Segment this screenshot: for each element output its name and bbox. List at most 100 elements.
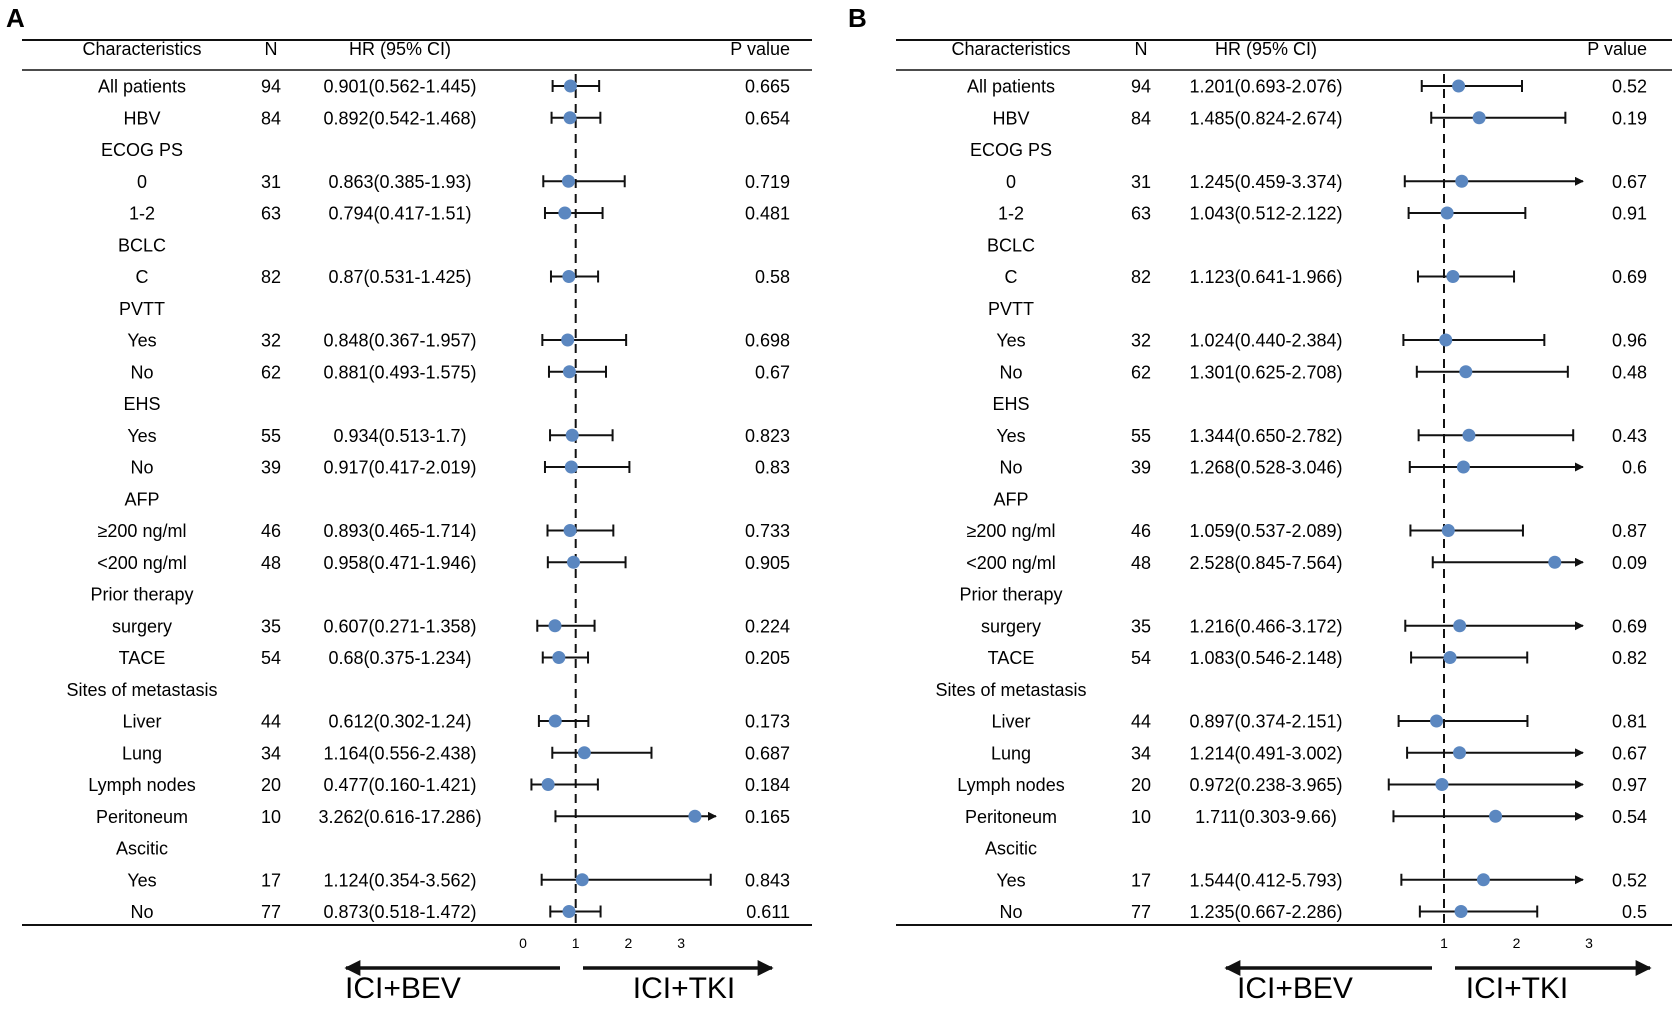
x-tick-label: 1 [1440, 935, 1448, 951]
row-p-value: 0.81 [1612, 712, 1647, 732]
hr-point [1440, 206, 1454, 220]
hr-point [563, 79, 577, 93]
row-p-value: 0.58 [755, 267, 790, 287]
subgroup-header: Sites of metastasis [935, 680, 1086, 700]
column-header-characteristics: Characteristics [82, 39, 201, 59]
row-label: No [999, 458, 1022, 478]
column-header-p-value: P value [1587, 39, 1647, 59]
row-label: TACE [119, 648, 166, 668]
row-hr-ci: 0.863(0.385-1.93) [328, 172, 471, 192]
x-tick-label: 2 [625, 935, 633, 951]
column-header-hr: HR (95% CI) [1215, 39, 1317, 59]
row-hr-ci: 0.607(0.271-1.358) [323, 616, 476, 636]
row-p-value: 0.184 [745, 775, 790, 795]
row-n: 54 [1131, 648, 1151, 668]
row-n: 77 [261, 902, 281, 922]
row-hr-ci: 1.344(0.650-2.782) [1189, 426, 1342, 446]
row-hr-ci: 0.901(0.562-1.445) [323, 77, 476, 97]
row-hr-ci: 0.934(0.513-1.7) [333, 426, 466, 446]
row-label: 0 [137, 172, 147, 192]
row-p-value: 0.67 [1612, 743, 1647, 763]
row-p-value: 0.09 [1612, 553, 1647, 573]
row-hr-ci: 1.164(0.556-2.438) [323, 743, 476, 763]
subgroup-header: AFP [124, 489, 159, 509]
hr-point [1548, 555, 1562, 569]
row-label: Lung [122, 743, 162, 763]
forest-panel-b: B Characteristics N HR (95% CI) P value All p… [848, 3, 1672, 1005]
row-label: All patients [98, 77, 186, 97]
hr-point [561, 174, 575, 188]
row-n: 55 [1131, 426, 1151, 446]
row-label: Lymph nodes [957, 775, 1064, 795]
row-n: 55 [261, 426, 281, 446]
row-hr-ci: 0.477(0.160-1.421) [323, 775, 476, 795]
row-hr-ci: 0.87(0.531-1.425) [328, 267, 471, 287]
hr-point [1446, 270, 1460, 283]
hr-point [564, 460, 578, 474]
row-label: Yes [127, 870, 156, 890]
row-p-value: 0.48 [1612, 362, 1647, 382]
hr-point [561, 333, 575, 347]
row-label: Yes [127, 426, 156, 446]
row-hr-ci: 1.201(0.693-2.076) [1189, 77, 1342, 97]
direction-label-left: ICI+BEV [1237, 972, 1353, 1005]
row-hr-ci: 0.917(0.417-2.019) [323, 458, 476, 478]
row-hr-ci: 1.124(0.354-3.562) [323, 870, 476, 890]
row-n: 31 [1131, 172, 1151, 192]
subgroup-header: PVTT [988, 299, 1034, 319]
row-n: 46 [1131, 521, 1151, 541]
row-hr-ci: 0.881(0.493-1.575) [323, 362, 476, 382]
row-p-value: 0.224 [745, 616, 790, 636]
panel-label: A [6, 3, 25, 33]
hr-point [1476, 873, 1490, 887]
hr-point [1462, 428, 1476, 442]
hr-point [1455, 174, 1469, 188]
row-n: 84 [1131, 108, 1151, 128]
row-p-value: 0.719 [745, 172, 790, 192]
row-p-value: 0.665 [745, 77, 790, 97]
row-p-value: 0.69 [1612, 616, 1647, 636]
column-header-n: N [265, 39, 278, 59]
hr-point [1472, 111, 1486, 125]
row-n: 20 [261, 775, 281, 795]
row-p-value: 0.205 [745, 648, 790, 668]
hr-point [558, 206, 572, 220]
row-hr-ci: 0.68(0.375-1.234) [328, 648, 471, 668]
row-p-value: 0.83 [755, 458, 790, 478]
row-p-value: 0.905 [745, 553, 790, 573]
subgroup-header: EHS [123, 394, 160, 414]
subgroup-header: EHS [992, 394, 1029, 414]
subgroup-header: BCLC [987, 235, 1035, 255]
hr-point [1459, 365, 1473, 379]
column-header-hr: HR (95% CI) [349, 39, 451, 59]
direction-label-left: ICI+BEV [345, 972, 461, 1005]
row-n: 20 [1131, 775, 1151, 795]
row-p-value: 0.19 [1612, 108, 1647, 128]
row-n: 10 [261, 807, 281, 827]
row-n: 32 [1131, 331, 1151, 351]
hr-point [577, 746, 591, 760]
row-hr-ci: 1.268(0.528-3.046) [1189, 458, 1342, 478]
hr-point [575, 873, 589, 887]
row-hr-ci: 1.301(0.625-2.708) [1189, 362, 1342, 382]
hr-point [1454, 905, 1468, 918]
row-hr-ci: 0.892(0.542-1.468) [323, 108, 476, 128]
row-label: ≥200 ng/ml [967, 521, 1056, 541]
row-p-value: 0.69 [1612, 267, 1647, 287]
subgroup-header: Ascitic [116, 839, 168, 859]
row-p-value: 0.82 [1612, 648, 1647, 668]
direction-label-right: ICI+TKI [1466, 972, 1569, 1005]
row-hr-ci: 0.897(0.374-2.151) [1189, 712, 1342, 732]
x-tick-label: 3 [1585, 935, 1593, 951]
row-n: 63 [1131, 204, 1151, 224]
row-hr-ci: 1.544(0.412-5.793) [1189, 870, 1342, 890]
row-n: 17 [261, 870, 281, 890]
row-p-value: 0.843 [745, 870, 790, 890]
row-label: Peritoneum [965, 807, 1057, 827]
row-n: 82 [261, 267, 281, 287]
row-n: 62 [261, 362, 281, 382]
hr-point [552, 651, 566, 664]
row-p-value: 0.52 [1612, 77, 1647, 97]
hr-point [1441, 524, 1455, 537]
row-p-value: 0.6 [1622, 458, 1647, 478]
